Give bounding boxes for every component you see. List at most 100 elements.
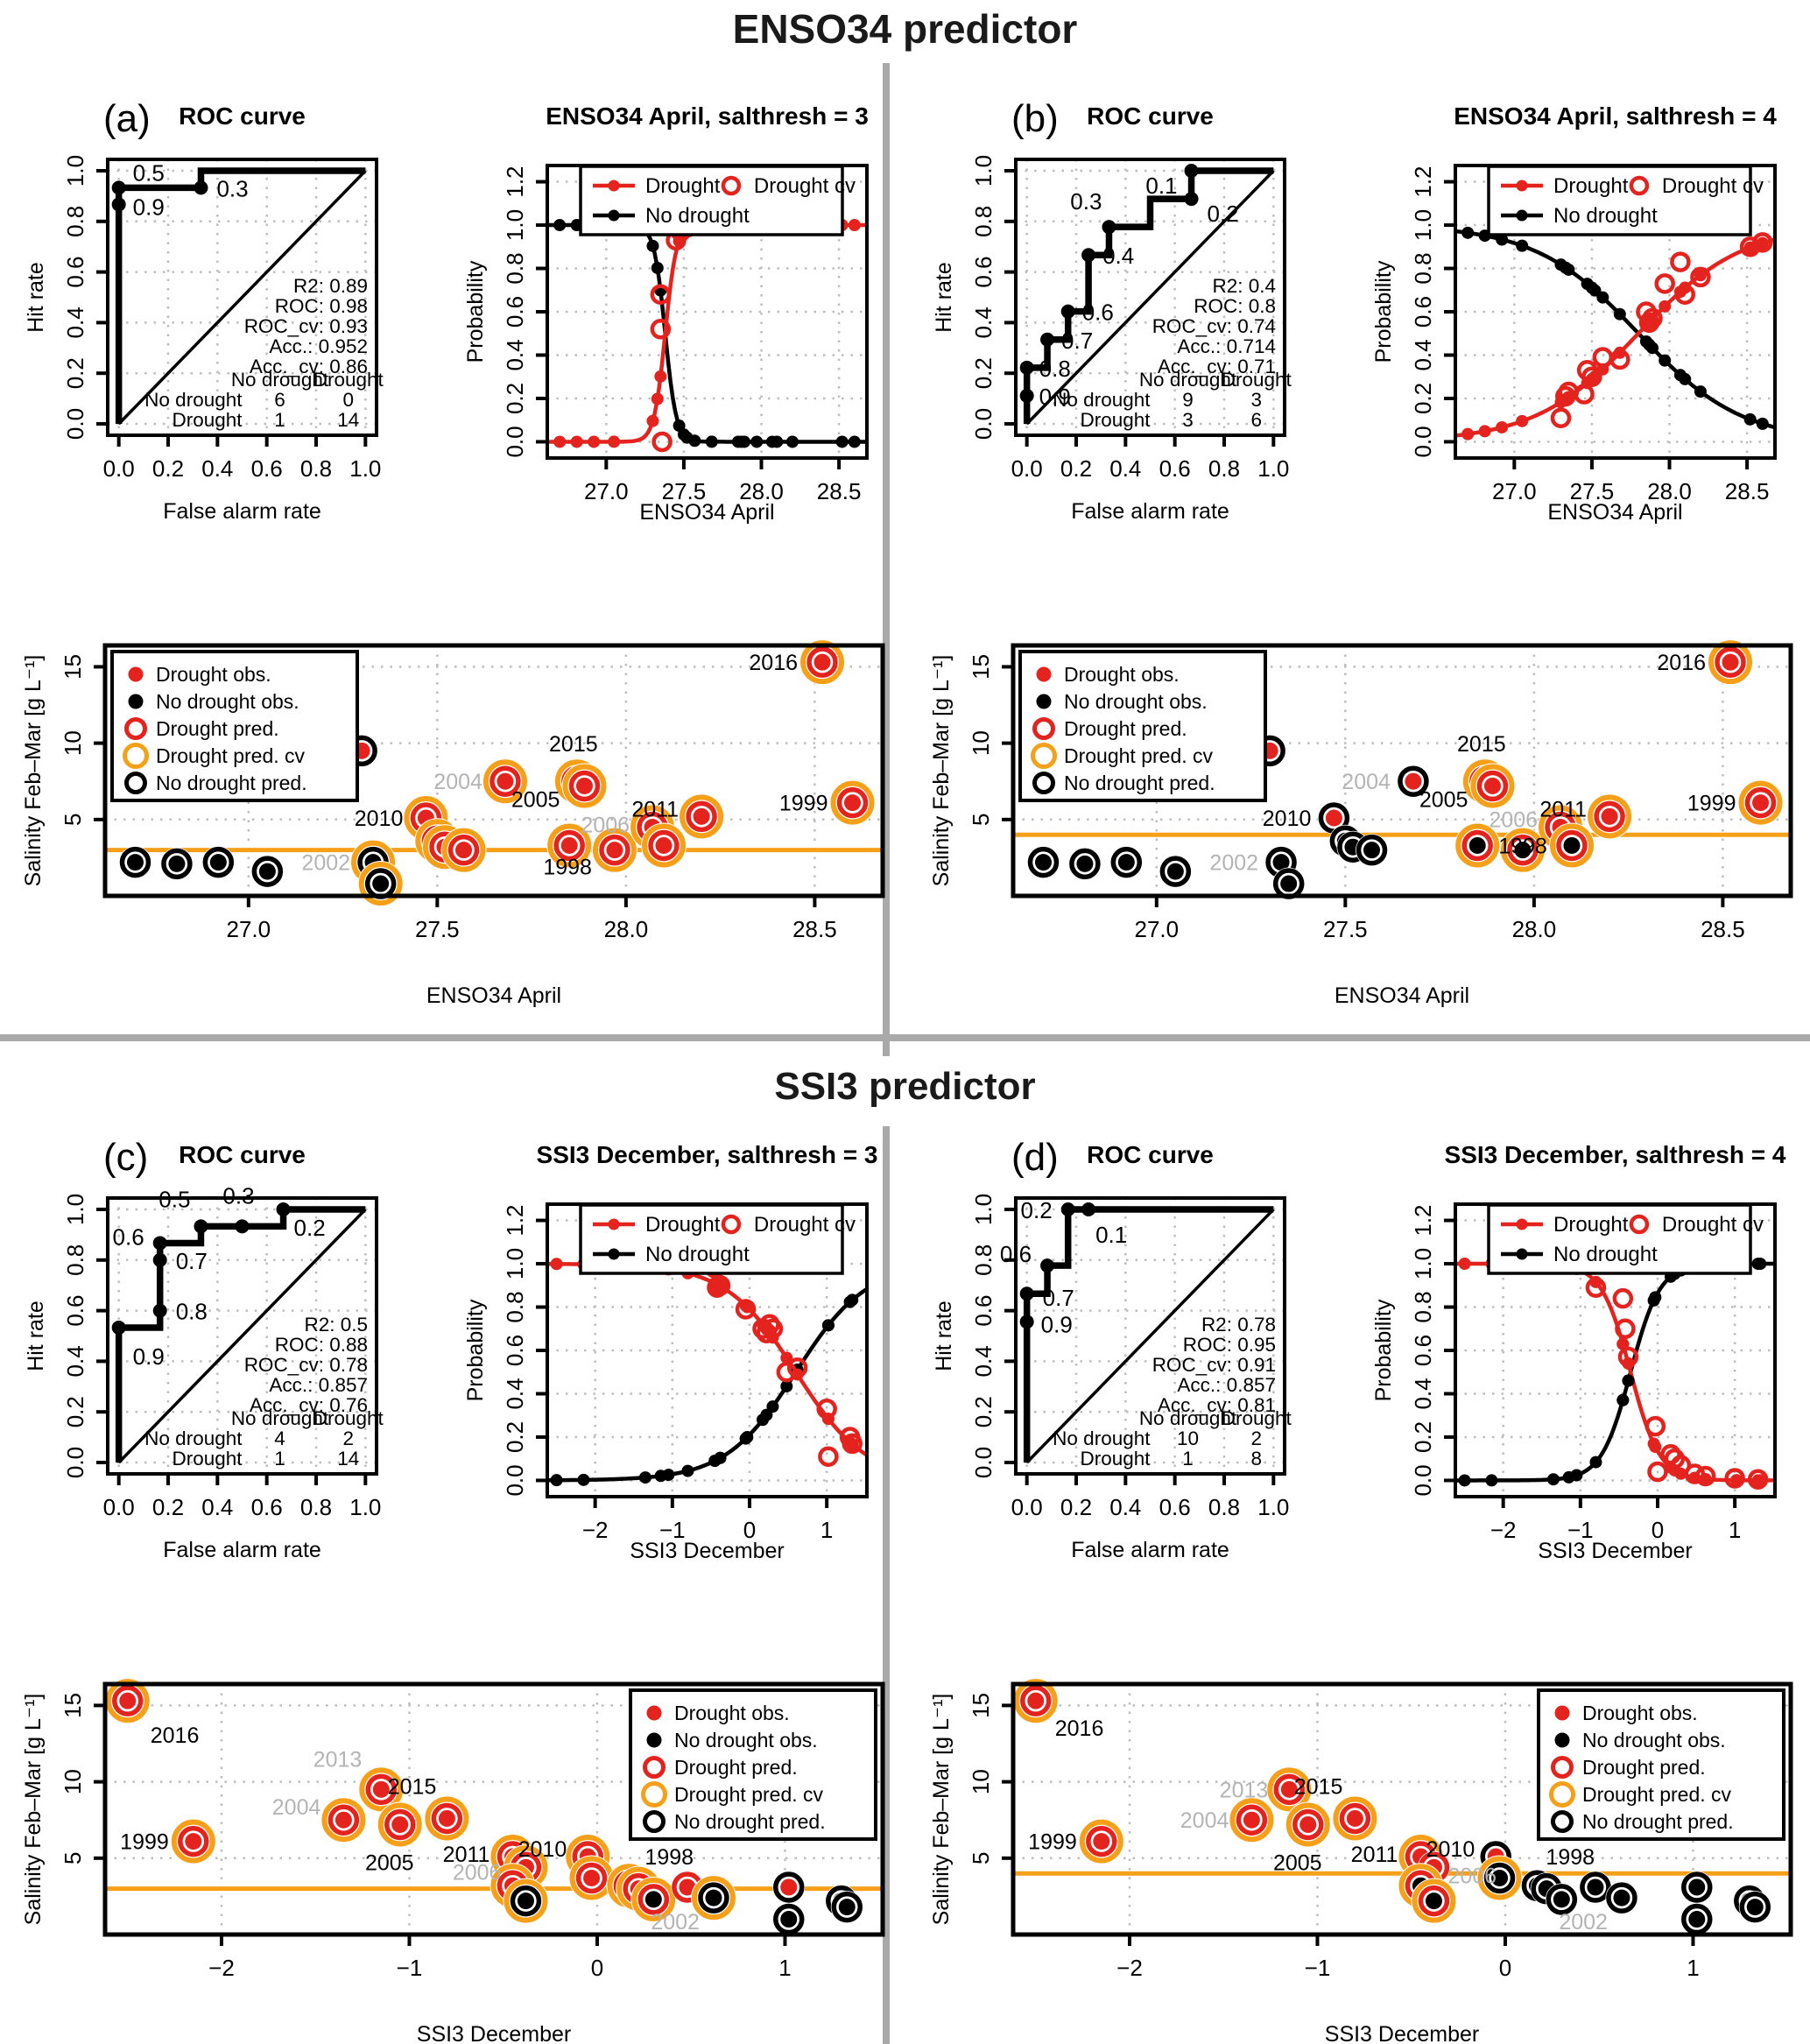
roc-threshold-point — [111, 197, 126, 212]
drought-obs-point — [438, 1809, 455, 1827]
drought-point — [588, 435, 601, 448]
legend-marker-black-dot — [128, 694, 144, 709]
drought-obs-point — [1093, 1833, 1110, 1850]
drought-obs-point — [1405, 772, 1422, 790]
drought-pred-ring — [489, 765, 521, 797]
x-tick-label: 0.6 — [251, 1494, 283, 1520]
scatter-legend-box — [629, 1688, 877, 1841]
drought-pred-cv-ring — [641, 823, 686, 868]
confusion-value: 8 — [1251, 1448, 1263, 1470]
drought-obs-point — [813, 653, 831, 671]
year-label: 1999 — [120, 1830, 169, 1855]
no-drought-obs-point — [168, 855, 186, 872]
x-tick-label: −2 — [1116, 1955, 1143, 1981]
plot-border — [106, 1196, 378, 1476]
scatter-legend-label: No drought obs. — [156, 690, 299, 713]
drought-pred-cv-ring — [105, 1679, 150, 1723]
y-tick-label: 0.8 — [970, 206, 997, 237]
year-label: 2006 — [453, 1860, 502, 1885]
no-drought-point — [1756, 417, 1769, 430]
drought-obs-point — [560, 836, 578, 854]
legend-marker-red-ring — [124, 717, 147, 740]
drought-obs-point — [606, 842, 623, 859]
legend-no-drought-label: No drought — [1553, 1243, 1658, 1266]
roc-xlabel: False alarm rate — [1071, 1538, 1229, 1562]
legend-drought-cv-label: Drought cv — [754, 1213, 856, 1237]
confusion-value: 0 — [343, 389, 355, 411]
probability-plot: −2 −1 0 1 0.0 0.2 0.4 0.6 0.8 1.0 1.2 Drought Drough… — [463, 1141, 877, 1563]
y-tick-label: 1.0 — [62, 1194, 88, 1225]
prob-legend-box — [1487, 165, 1752, 236]
roc-threshold-point — [1060, 1202, 1075, 1217]
no-drought-point — [1458, 1474, 1471, 1487]
roc-threshold-point — [1060, 304, 1075, 319]
roc-threshold-label: 0.6 — [113, 1223, 144, 1250]
no-drought-point — [1589, 1455, 1602, 1469]
drought-point — [1496, 420, 1509, 433]
no-drought-obs-point — [1468, 836, 1486, 854]
no-drought-curve — [1454, 229, 1776, 430]
roc-stat: Acc.: 0.714 — [1177, 335, 1276, 357]
y-tick-label: 0.8 — [970, 1244, 997, 1276]
no-drought-obs-point — [517, 1892, 534, 1910]
x-tick-label: 28.5 — [817, 478, 862, 504]
y-tick-label: 0.4 — [502, 339, 528, 370]
roc-ylabel: Hit rate — [24, 1300, 48, 1371]
x-tick-label: 0.2 — [152, 1494, 184, 1520]
confusion-value: 1 — [274, 409, 285, 431]
no-drought-point — [738, 435, 751, 448]
roc-threshold-point — [1040, 1258, 1055, 1273]
roc-threshold-label: 0.1 — [1095, 1222, 1127, 1248]
confusion-value: 1 — [1182, 1448, 1194, 1470]
roc-stat: ROC: 0.88 — [275, 1334, 368, 1356]
x-tick-label: −1 — [1567, 1517, 1594, 1543]
drought-curve — [1454, 237, 1776, 438]
confusion-value: 3 — [1182, 409, 1194, 431]
y-tick-label: 0.6 — [62, 1295, 88, 1327]
confusion-row-label: No drought — [144, 389, 243, 411]
no-drought-obs-point — [1587, 1878, 1604, 1896]
roc-stat: Acc.: 0.952 — [269, 335, 368, 357]
drought-obs-point — [335, 1811, 352, 1829]
scatter-legend-label: No drought pred. — [1064, 772, 1215, 794]
x-tick-label: 27.0 — [227, 916, 271, 942]
diagonal-reference-line — [1025, 1208, 1275, 1464]
roc-ylabel: Hit rate — [932, 262, 956, 333]
drought-point — [654, 370, 667, 383]
legend-marker-red-ring — [1032, 717, 1055, 740]
y-tick-label: 0.8 — [1410, 1291, 1436, 1322]
scatter-legend-label: Drought obs. — [674, 1702, 790, 1724]
drought-pred-ring — [1715, 646, 1746, 678]
no-drought-point — [553, 219, 567, 232]
no-drought-obs-point — [1613, 1889, 1630, 1907]
legend-no-drought-label: No drought — [1553, 204, 1658, 228]
roc-stat: ROC: 0.8 — [1194, 295, 1276, 317]
no-drought-point — [741, 1430, 754, 1443]
y-tick-label: 1.0 — [970, 1194, 997, 1225]
drought-pred-cv-ring — [830, 780, 875, 825]
year-label: 1998 — [543, 856, 592, 880]
drought-obs-point — [780, 1878, 798, 1896]
year-label: 2002 — [651, 1910, 700, 1935]
confusion-col-header: No drought — [1139, 369, 1237, 391]
drought-pred-cv-ring — [1738, 780, 1783, 825]
year-label: 2005 — [1273, 1850, 1322, 1875]
no-drought-curve — [546, 1287, 869, 1483]
roc-threshold-label: 0.3 — [222, 1182, 254, 1209]
y-tick-label: 0.0 — [1410, 426, 1436, 457]
y-tick-label: 0.6 — [970, 1295, 997, 1327]
x-tick-label: 0.2 — [1060, 455, 1092, 482]
x-tick-label: 28.0 — [604, 916, 649, 942]
prob-xlabel: ENSO34 April — [639, 500, 774, 525]
diagonal-reference-line — [117, 1208, 367, 1464]
roc-threshold-label: 0.2 — [1021, 1197, 1053, 1223]
x-tick-label: 0.2 — [1060, 1494, 1092, 1520]
no-drought-obs-point — [1688, 1878, 1706, 1896]
drought-cv-point — [1585, 1277, 1607, 1299]
year-label: 2004 — [272, 1795, 321, 1820]
diagonal-reference-line — [117, 169, 367, 426]
y-tick-label: 0.6 — [1410, 296, 1436, 328]
y-tick-label: 0.8 — [62, 1244, 88, 1276]
no-drought-point — [785, 435, 799, 448]
confusion-value: 4 — [274, 1427, 285, 1449]
